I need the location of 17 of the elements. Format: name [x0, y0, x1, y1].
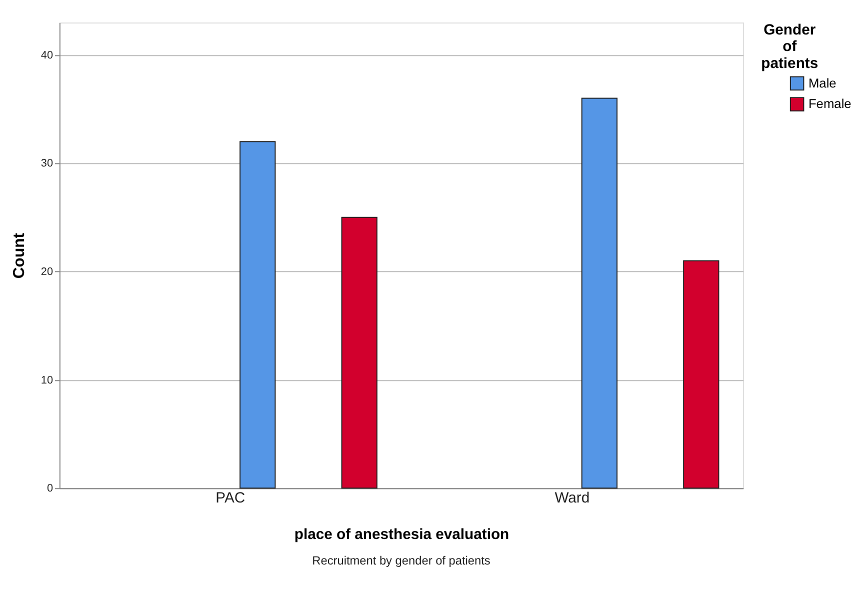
y-tick-label: 10: [40, 374, 54, 386]
legend-label: Male: [808, 75, 836, 90]
bar: [341, 216, 378, 489]
legend-label: Female: [808, 96, 852, 112]
x-tick-label: Ward: [554, 490, 590, 506]
x-axis-title: place of anesthesia evaluation: [294, 527, 510, 544]
x-tick-label: PAC: [216, 490, 246, 506]
legend-title: Gender of patients: [761, 22, 818, 72]
text: Recruitment by gender of patients: [312, 553, 490, 568]
y-tick-label: 40: [40, 49, 54, 62]
y-axis-title: Count: [11, 232, 28, 279]
y-tick-label: 20: [40, 266, 54, 278]
bar: [240, 141, 276, 489]
bar: [581, 98, 618, 489]
y-tick-label: 0: [46, 482, 54, 495]
y-tick-label: 30: [40, 158, 54, 170]
bar: [683, 260, 720, 489]
